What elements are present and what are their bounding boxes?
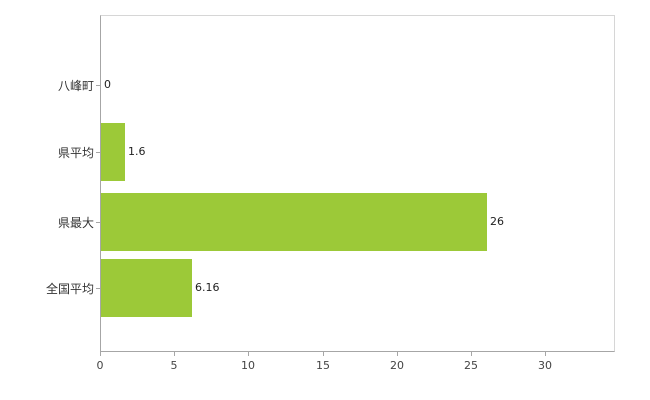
bar	[101, 193, 487, 251]
category-label: 県平均	[57, 146, 94, 160]
x-axis-tick-label: 30	[538, 359, 552, 372]
value-label: 0	[104, 78, 111, 91]
x-axis-tick	[174, 352, 175, 356]
x-axis-tick-label: 5	[170, 359, 178, 372]
y-axis-tick	[96, 152, 100, 153]
x-axis-tick	[397, 352, 398, 356]
x-axis-tick	[545, 352, 546, 356]
x-axis-tick	[100, 352, 101, 356]
value-label: 6.16	[195, 281, 220, 294]
y-axis-tick	[96, 85, 100, 86]
x-axis-tick	[248, 352, 249, 356]
x-axis-tick	[323, 352, 324, 356]
x-axis-tick	[471, 352, 472, 356]
x-axis-tick-label: 10	[241, 359, 255, 372]
value-label: 1.6	[128, 145, 146, 158]
x-axis-tick-label: 20	[390, 359, 404, 372]
bar	[101, 259, 192, 317]
x-axis-tick-label: 25	[464, 359, 478, 372]
category-label: 八峰町	[57, 79, 94, 93]
value-label: 26	[490, 215, 504, 228]
category-label: 県最大	[57, 216, 94, 230]
x-axis-tick-label: 15	[316, 359, 330, 372]
bar	[101, 123, 125, 181]
x-axis-tick-label: 0	[96, 359, 104, 372]
y-axis-tick	[96, 288, 100, 289]
category-label: 全国平均	[45, 282, 94, 296]
y-axis-tick	[96, 222, 100, 223]
